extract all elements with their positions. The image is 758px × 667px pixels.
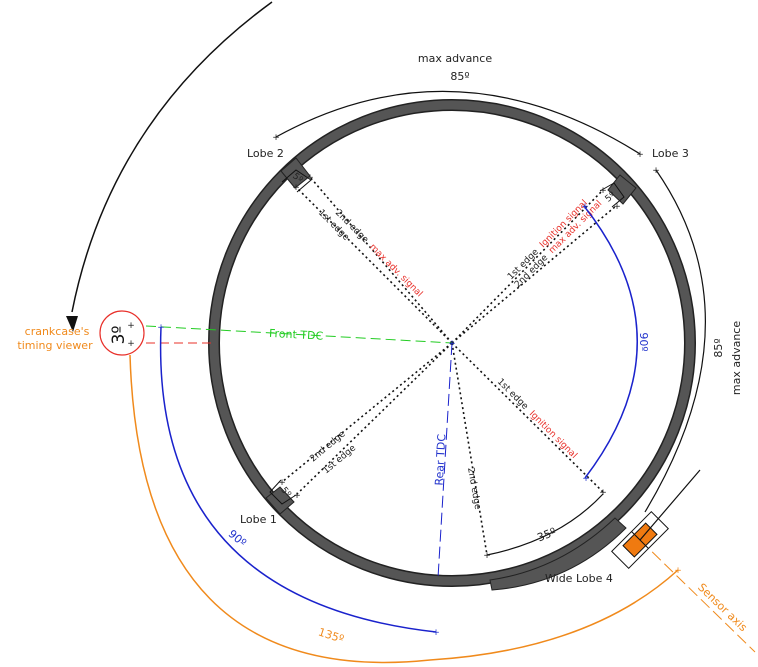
lobe-1-label: Lobe 1	[240, 513, 277, 526]
lobe-4-segment	[489, 517, 627, 591]
sensor-mount-line	[639, 469, 701, 541]
rotor-ring-fill	[209, 100, 695, 586]
cross-mark: +	[293, 491, 301, 501]
cross-mark: +	[272, 133, 280, 143]
lobe-4-1st-edge-text: 1st edge	[495, 377, 530, 412]
lobe-4-1st-edge-label: 1st edge Ignition signal	[495, 377, 579, 461]
lobe-3-1st-edge-label: 1st edge Ignition signal	[506, 198, 590, 282]
lobe-2-angle-bracket	[281, 169, 312, 193]
lobe-4-1st-edge-signal: Ignition signal	[527, 409, 579, 461]
edge-lines	[281, 176, 617, 556]
cross-mark: +	[432, 628, 440, 638]
cross-mark: +	[157, 323, 165, 333]
rotation-arrow-arc	[71, 1, 273, 313]
max-advance-top-value: 85º	[450, 70, 469, 83]
sensor-axis-label: Sensor axis	[695, 581, 750, 634]
cross-mark: +	[483, 551, 491, 561]
lobe-1-small-angle: 5º	[278, 486, 292, 500]
angle-135-arc	[129, 354, 679, 664]
lobe-3-angle-bracket	[599, 182, 625, 208]
timing-viewer-label-1: crankcase's	[25, 325, 90, 338]
rear-tdc-label: Rear TDC	[433, 433, 449, 485]
max-advance-right-arc	[644, 169, 706, 513]
lobe-2-2nd-edge-label: 2nd edge max adv. signal	[333, 208, 424, 299]
cross-mark: +	[306, 173, 314, 183]
lobe-2-small-angle: 5º	[290, 171, 304, 185]
cross-mark: +	[581, 202, 589, 212]
max-advance-right-value: 85º	[712, 338, 725, 357]
cross-mark: +	[582, 474, 590, 484]
cross-mark: +	[674, 566, 682, 576]
lobe-3-small-angle: 5º	[604, 190, 618, 204]
rotation-arrowhead-icon	[66, 316, 78, 332]
angle-90-bottom-arc	[159, 326, 437, 633]
max-advance-top-label: max advance	[418, 52, 492, 65]
lobe-2-label: Lobe 2	[247, 147, 284, 160]
cross-mark: +	[652, 166, 660, 176]
lobe-3-label: Lobe 3	[652, 147, 689, 160]
lobe-3-segment	[607, 174, 637, 205]
timing-viewer-circle	[99, 310, 145, 356]
lobe-2-segment	[280, 157, 311, 189]
center-mark: +	[448, 339, 456, 349]
front-tdc-label: Front TDC	[269, 327, 324, 343]
sensor-axis-line	[639, 539, 756, 653]
cross-mark: +	[292, 183, 300, 193]
angle-135-label: 135º	[317, 625, 346, 645]
lobe-4-label: Wide Lobe 4	[545, 572, 613, 585]
cross-mark: +	[636, 150, 644, 160]
max-advance-right-label: max advance	[730, 321, 743, 395]
angle-90-right-label: 90º	[637, 332, 650, 351]
lobe-1-segment	[265, 486, 295, 515]
cross-mark: +	[127, 321, 135, 331]
cross-mark: +	[599, 186, 607, 196]
timing-viewer-label-2: timing viewer	[17, 339, 93, 352]
lobe-4-2nd-edge-label: 2nd edge	[465, 467, 482, 511]
timing-viewer-angle: 3º	[109, 326, 129, 345]
lobe-3-2nd-edge-label: 2nd edge max adv. signal	[513, 199, 604, 290]
cross-mark: +	[613, 202, 621, 212]
lobe-1-angle-bracket	[269, 479, 297, 505]
front-tdc-line	[145, 325, 453, 344]
cross-mark: +	[127, 339, 135, 349]
cross-mark: +	[278, 478, 286, 488]
angle-90-right-arc	[583, 205, 638, 479]
angle-35-arc	[486, 493, 604, 556]
rear-tdc-line	[437, 342, 453, 579]
angle-35-label: 35º	[535, 525, 558, 544]
cross-mark: +	[599, 488, 607, 498]
max-advance-top-arc	[275, 90, 641, 155]
lobe-2-2nd-edge-signal: max adv. signal	[367, 242, 424, 299]
